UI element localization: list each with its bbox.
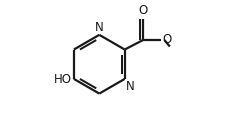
Text: O: O <box>138 4 147 17</box>
Text: O: O <box>162 34 171 47</box>
Text: HO: HO <box>54 73 71 86</box>
Text: N: N <box>95 21 103 34</box>
Text: N: N <box>126 80 134 93</box>
